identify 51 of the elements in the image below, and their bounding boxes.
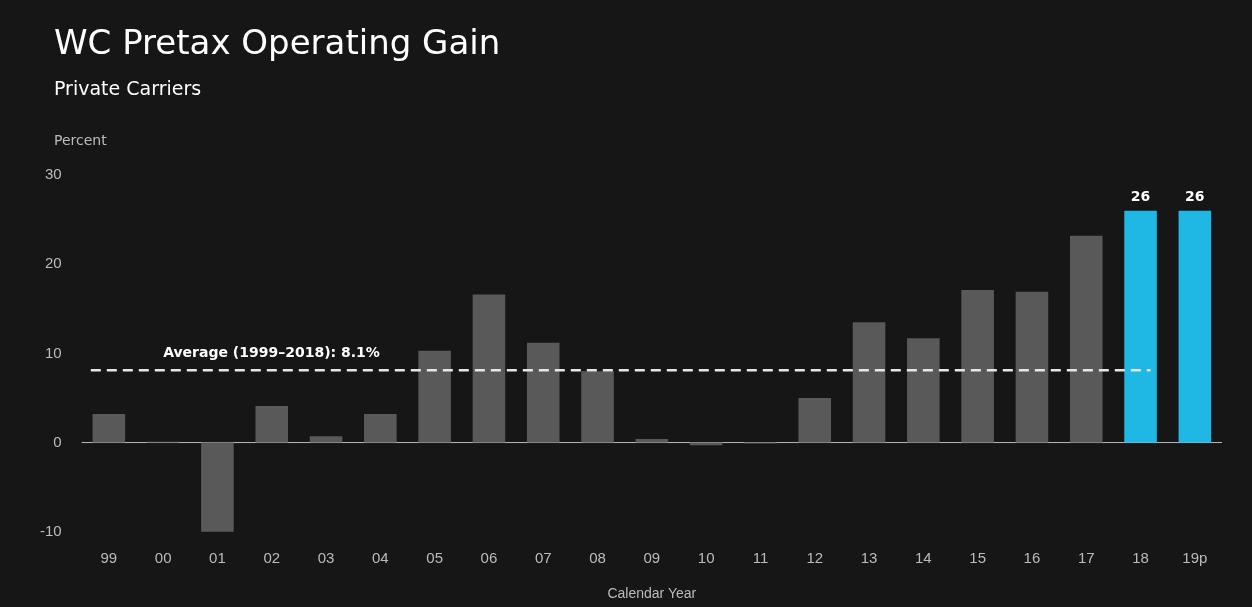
x-tick-label: 12 bbox=[806, 549, 824, 567]
bar bbox=[418, 350, 451, 443]
y-tick-label: -10 bbox=[39, 521, 62, 539]
ref-line-label: Average (1999–2018): 8.1% bbox=[163, 343, 380, 360]
y-tick-label: 20 bbox=[44, 254, 62, 272]
chart-subtitle: Private Carriers bbox=[54, 77, 202, 99]
bar bbox=[1178, 210, 1212, 443]
x-tick-label: 05 bbox=[426, 549, 443, 567]
bar bbox=[635, 438, 669, 443]
data-label: 26 bbox=[1185, 188, 1205, 205]
x-tick-label: 15 bbox=[969, 549, 986, 567]
bar bbox=[201, 442, 234, 532]
y-tick-label: 0 bbox=[53, 432, 62, 450]
x-tick-label: 06 bbox=[480, 549, 498, 567]
bar bbox=[961, 290, 994, 443]
x-tick-label: 19p bbox=[1182, 549, 1208, 567]
bar bbox=[581, 371, 614, 443]
bar bbox=[852, 322, 886, 443]
x-tick-label: 08 bbox=[589, 549, 606, 567]
chart-title: WC Pretax Operating Gain bbox=[54, 22, 501, 62]
x-tick-label: 00 bbox=[154, 549, 172, 567]
y-axis-title: Percent bbox=[54, 132, 107, 148]
x-tick-label: 13 bbox=[860, 549, 878, 567]
x-tick-label: 02 bbox=[263, 549, 281, 567]
bar bbox=[309, 436, 343, 443]
x-tick-label: 17 bbox=[1077, 549, 1095, 567]
x-tick-label: 01 bbox=[209, 549, 226, 567]
bar bbox=[364, 414, 397, 443]
bar bbox=[1124, 210, 1157, 443]
x-tick-label: 11 bbox=[752, 549, 769, 567]
bar bbox=[472, 294, 506, 443]
bar bbox=[907, 338, 940, 443]
bar bbox=[526, 342, 560, 443]
x-tick-label: 03 bbox=[317, 549, 335, 567]
x-axis-title: Calendar Year bbox=[607, 585, 697, 602]
y-tick-label: 10 bbox=[44, 343, 62, 361]
x-tick-label: 99 bbox=[100, 549, 118, 567]
x-tick-label: 16 bbox=[1023, 549, 1041, 567]
x-tick-label: 04 bbox=[371, 549, 389, 567]
x-tick-label: 18 bbox=[1132, 549, 1149, 567]
bar bbox=[798, 397, 832, 443]
y-tick-label: 30 bbox=[44, 165, 62, 183]
x-tick-label: 10 bbox=[697, 549, 715, 567]
x-tick-label: 14 bbox=[915, 549, 932, 567]
x-tick-label: 09 bbox=[643, 549, 661, 567]
bar bbox=[1069, 235, 1103, 443]
bar bbox=[255, 405, 289, 443]
bar bbox=[92, 414, 126, 443]
x-tick-label: 07 bbox=[534, 549, 552, 567]
data-label: 26 bbox=[1130, 188, 1151, 205]
bar bbox=[1015, 291, 1049, 443]
